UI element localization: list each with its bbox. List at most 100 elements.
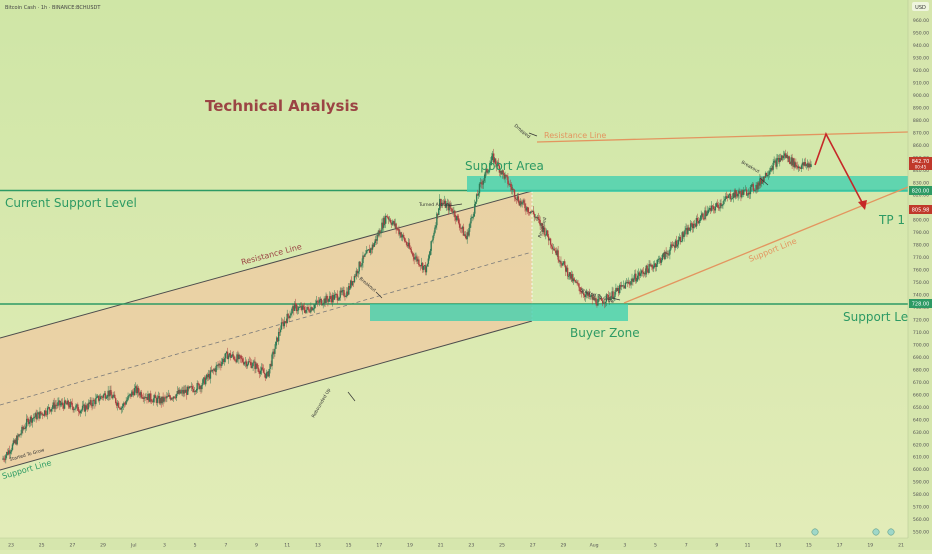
candle-body [366,250,368,254]
candle-body [508,184,510,185]
candle-body [808,163,810,168]
candle-body [675,240,678,247]
candle-body [118,407,121,409]
candle-body [545,234,547,236]
candle-body [384,217,386,224]
mid-level-tag [909,205,932,214]
candle-body [206,374,209,378]
candle-body [583,295,586,298]
candle-body [667,253,669,255]
candle-body [469,223,471,229]
candle-body [167,396,169,397]
candle-body [7,450,10,455]
candle-body [781,155,784,159]
candle-body [784,153,787,158]
candle-body [590,295,592,297]
candle-body [411,252,413,254]
candle-body [362,255,364,264]
candle-body [196,383,198,391]
candle-body [247,361,250,365]
candle-body [444,200,447,208]
candle-body [111,394,113,399]
candle-body [518,202,520,206]
candle-body [388,219,391,221]
candle-body [660,260,663,263]
candle-body [123,403,125,405]
candle-body [134,386,137,389]
candle-body [277,337,279,342]
candle-body [799,168,802,169]
candle-body [383,217,385,228]
candle-body [131,391,133,397]
candle-body [688,227,690,231]
candle-body [626,282,628,284]
candle-body [555,250,557,256]
currency-badge[interactable] [912,2,929,11]
candle-body [193,391,196,392]
candle-body [625,282,628,284]
candle-body [564,261,566,266]
candle-body [353,275,356,283]
candle-body [313,308,315,310]
candle-body [710,205,713,211]
candle-body [389,219,392,223]
event-icon-2[interactable] [872,528,880,536]
candle-body [534,216,537,218]
candle-body [542,226,544,233]
candle-body [672,245,675,247]
price-axis[interactable] [908,0,932,550]
candle-body [270,363,272,367]
candle-body [793,158,795,168]
candle-body [427,258,430,264]
candle-body [421,262,424,270]
candle-body [651,264,653,268]
time-axis[interactable] [0,538,932,550]
candle-body [582,292,585,296]
price-tick-label: 730.00 [913,305,929,311]
candle-body [109,390,111,397]
event-icon-3[interactable] [887,528,895,536]
candle-body [407,242,410,247]
candle-body [242,361,245,365]
time-tick-label: Aug [590,543,599,549]
candle-body [374,239,376,244]
price-tick-label: 740.00 [913,293,929,299]
candle-body [373,243,376,247]
candle-body [253,361,255,363]
candle-body [720,203,722,207]
candle-body [43,415,45,417]
candle-body [437,213,439,216]
upper-level-tag [909,186,932,195]
candle-body [574,280,576,283]
candle-body [631,278,633,282]
candle-body [731,198,734,199]
price-tick-label: 870.00 [913,130,929,136]
candle-body [416,256,418,262]
candle-body [595,298,597,305]
candle-body [702,213,704,219]
candle-body [333,294,336,300]
candle-body [504,174,506,179]
candle-body [796,166,798,167]
event-icon[interactable] [811,528,819,536]
candle-body [399,232,401,235]
candle-body [597,299,599,306]
candle-body [758,182,760,186]
candle-body [328,298,330,302]
candle-body [691,223,694,229]
candle-body [252,362,254,367]
price-tick-label: 610.00 [913,455,929,461]
candle-body [19,434,21,436]
candle-body [322,303,324,305]
candle-body [554,250,556,252]
candle-body [606,294,609,296]
candle-body [585,292,588,295]
candle-body [526,207,528,211]
candle-body [509,184,511,185]
candle-body [173,396,176,398]
candle-body [4,459,6,461]
candle-body [530,211,533,213]
candle-body [50,408,53,412]
